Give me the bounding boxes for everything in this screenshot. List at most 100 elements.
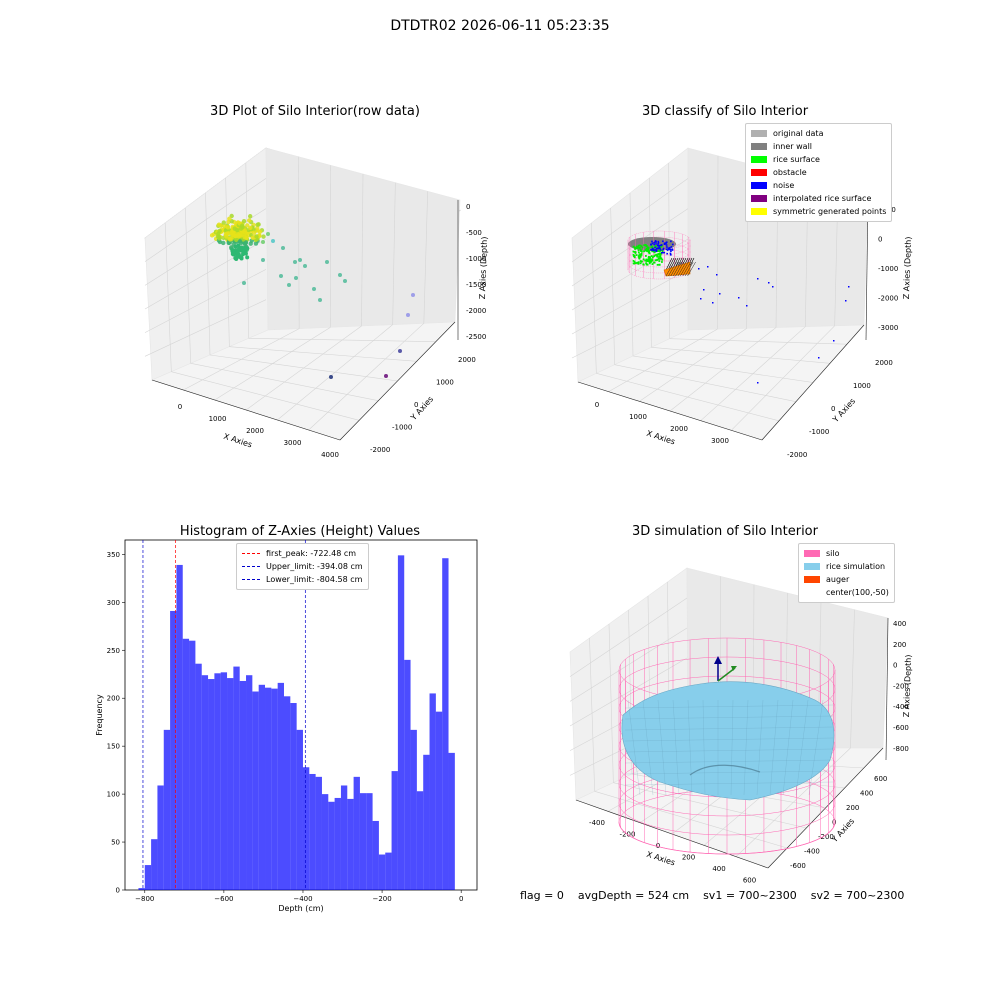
p2-rice-point bbox=[633, 263, 635, 265]
p1-z-tick-label: -2500 bbox=[466, 333, 486, 341]
histogram-x-tick-label: −800 bbox=[135, 895, 154, 903]
legend-label: Upper_limit: -394.08 cm bbox=[266, 562, 363, 571]
p2-noise-point bbox=[700, 298, 702, 300]
p2-noise-point bbox=[666, 246, 668, 248]
p2-rice-point bbox=[654, 262, 656, 264]
legend-label: original data bbox=[773, 129, 823, 138]
legend-label: inner wall bbox=[773, 142, 812, 151]
p1-x-tick-label: 3000 bbox=[284, 439, 302, 447]
p1-point bbox=[252, 231, 256, 235]
p2-rice-point bbox=[647, 259, 649, 261]
p2-noise-point bbox=[671, 246, 673, 248]
p2-rice-point bbox=[641, 253, 643, 255]
histogram-bar bbox=[303, 767, 309, 890]
legend-label: symmetric generated points bbox=[773, 207, 886, 216]
p1-point bbox=[227, 217, 231, 221]
p2-noise-point bbox=[768, 282, 770, 284]
p1-x-tick-label: 4000 bbox=[321, 451, 339, 459]
p2-rice-point bbox=[648, 256, 650, 258]
p1-point bbox=[238, 233, 242, 237]
p1-point bbox=[261, 234, 265, 238]
histogram-x-tick-label: −400 bbox=[293, 895, 312, 903]
p2-y-tick-label: -1000 bbox=[809, 428, 829, 436]
p4-x-tick-label: 200 bbox=[682, 854, 695, 862]
p4-z-tick-label: -800 bbox=[893, 745, 909, 753]
histogram-bar bbox=[347, 799, 353, 890]
p4-y-tick-label: -400 bbox=[804, 848, 820, 856]
legend-label: rice simulation bbox=[826, 562, 885, 571]
histogram-bar bbox=[436, 712, 442, 890]
p2-noise-point bbox=[719, 293, 721, 295]
legend-label: noise bbox=[773, 181, 794, 190]
p1-point bbox=[294, 276, 298, 280]
legend-item: Lower_limit: -804.58 cm bbox=[242, 573, 363, 586]
p1-z-tick-label: -2000 bbox=[466, 307, 486, 315]
legend-item: symmetric generated points bbox=[751, 205, 886, 218]
p2-rice-point bbox=[646, 264, 648, 266]
p2-rice-point bbox=[638, 245, 640, 247]
p1-point bbox=[234, 256, 238, 260]
p2-rice-point bbox=[656, 256, 658, 258]
p1-x-tick-label: 2000 bbox=[246, 427, 264, 435]
histogram-y-tick-label: 100 bbox=[107, 791, 120, 799]
p2-rice-point bbox=[643, 244, 645, 246]
p4-x-tick-label: 400 bbox=[712, 865, 725, 873]
p1-point bbox=[325, 260, 329, 264]
p2-x-tick-label: 0 bbox=[595, 401, 599, 409]
p2-z-tick-label: -3000 bbox=[878, 324, 898, 332]
p2-rice-point bbox=[658, 260, 660, 262]
p4-x-axis-label: X Axies bbox=[645, 850, 676, 868]
p2-x-tick-label: 2000 bbox=[670, 425, 688, 433]
p1-point bbox=[247, 218, 251, 222]
p2-rice-point bbox=[640, 250, 642, 252]
legend-swatch bbox=[751, 208, 767, 215]
p1-point bbox=[224, 234, 228, 238]
histogram-bar bbox=[271, 689, 277, 890]
p1-point bbox=[343, 279, 347, 283]
p2-rice-point bbox=[639, 254, 641, 256]
legend-item: interpolated rice surface bbox=[751, 192, 886, 205]
legend-swatch bbox=[751, 156, 767, 163]
p2-noise-point bbox=[833, 340, 835, 342]
histogram-bar bbox=[233, 667, 239, 890]
p2-rice-point bbox=[645, 250, 647, 252]
p2-noise-point bbox=[666, 244, 668, 246]
histogram-y-tick-label: 200 bbox=[107, 695, 120, 703]
p1-point bbox=[236, 251, 240, 255]
p2-noise-point bbox=[845, 300, 847, 302]
p2-noise-point bbox=[658, 247, 660, 249]
legend-label: first_peak: -722.48 cm bbox=[266, 549, 356, 558]
legend-swatch bbox=[751, 195, 767, 202]
p2-rice-point bbox=[643, 258, 645, 260]
p2-noise-point bbox=[670, 254, 672, 256]
p2-x-tick-label: 1000 bbox=[629, 413, 647, 421]
p2-noise-point bbox=[662, 249, 664, 251]
p2-noise-point bbox=[655, 243, 657, 245]
legend-item: first_peak: -722.48 cm bbox=[242, 547, 363, 560]
p2-noise-point bbox=[698, 268, 700, 270]
histogram-x-axis-label: Depth (cm) bbox=[278, 904, 323, 913]
p1-point bbox=[261, 258, 265, 262]
p4-y-tick-label: 600 bbox=[874, 775, 887, 783]
p1-point bbox=[261, 240, 265, 244]
histogram-bar bbox=[398, 555, 404, 890]
p2-noise-point bbox=[660, 244, 662, 246]
legend-item: auger bbox=[804, 573, 889, 586]
legend-line bbox=[242, 566, 260, 567]
p2-noise-point bbox=[661, 252, 663, 254]
histogram-y-axis-label: Frequency bbox=[95, 694, 104, 736]
histogram-bar bbox=[335, 798, 341, 890]
p2-z-tick-label: -1000 bbox=[878, 265, 898, 273]
p2-rice-point bbox=[647, 248, 649, 250]
p2-rice-point bbox=[656, 259, 658, 261]
p2-noise-point bbox=[653, 242, 655, 244]
histogram-x-tick-label: 0 bbox=[459, 895, 463, 903]
legend-swatch bbox=[804, 576, 820, 583]
p2-noise-point bbox=[650, 249, 652, 251]
p4-z-tick-label: 200 bbox=[893, 641, 906, 649]
p2-rice-point bbox=[645, 245, 647, 247]
p1-y-tick-label: -2000 bbox=[370, 446, 390, 454]
p2-rice-point bbox=[638, 261, 640, 263]
p4-y-tick-label: -600 bbox=[790, 862, 806, 870]
histogram-bar bbox=[373, 821, 379, 890]
